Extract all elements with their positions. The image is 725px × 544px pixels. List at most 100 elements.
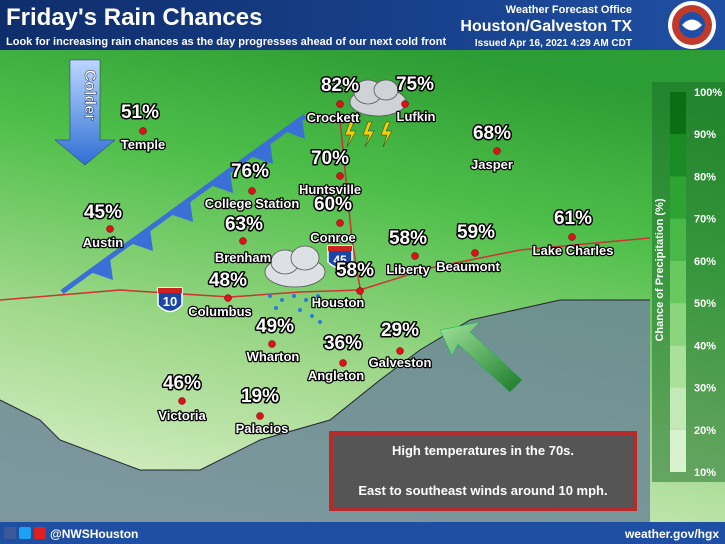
rain-chance: 75% [396, 74, 434, 95]
rain-chance: 76% [231, 161, 269, 182]
city-dot [178, 397, 186, 405]
city-name: Liberty [386, 262, 430, 277]
city-dot [239, 237, 247, 245]
rain-chance: 48% [209, 270, 247, 291]
city-name: Jasper [471, 157, 513, 172]
rain-cloud [264, 245, 326, 288]
rain-chance: 51% [121, 102, 159, 123]
city-name: Palacios [236, 421, 289, 436]
front-label: Colder [81, 70, 98, 121]
legend: 100% 90% 80% 70% 60% 50% 40% 30% 20% 10% [670, 87, 722, 479]
city-dot [396, 347, 404, 355]
wind-arrow [439, 321, 523, 393]
lightning [344, 121, 393, 148]
subtitle: Look for increasing rain chances as the … [6, 36, 446, 48]
city-name: Victoria [158, 408, 206, 423]
i10-shield: 10 [157, 287, 183, 313]
city-name: Beaumont [436, 259, 500, 274]
rain-chance: 70% [311, 148, 349, 169]
city-name: Angleton [308, 368, 364, 383]
city-name: Galveston [369, 355, 432, 370]
info-box [329, 431, 637, 511]
title: Friday's Rain Chances [6, 4, 262, 31]
city-dot [256, 412, 264, 420]
rain-chance: 45% [84, 202, 122, 223]
city-dot [248, 187, 256, 195]
rain-chance: 36% [324, 333, 362, 354]
city-name: Crockett [307, 110, 360, 125]
rain-chance: 68% [473, 123, 511, 144]
city-name: Brenham [215, 250, 271, 265]
city-name: Houston [312, 295, 365, 310]
rain-chance: 19% [241, 386, 279, 407]
legend-label: 100% [694, 87, 722, 99]
legend-label: 60% [694, 256, 716, 268]
city-dot [336, 219, 344, 227]
nws-logo [668, 1, 716, 49]
footer-url: weather.gov/hgx [624, 527, 719, 541]
rain-chance: 46% [163, 373, 201, 394]
city-name: Lake Charles [533, 243, 614, 258]
legend-label: 40% [694, 340, 716, 352]
city-dot [339, 359, 347, 367]
city-dot [568, 233, 576, 241]
raindrops [268, 294, 322, 324]
legend-swatch [670, 92, 686, 135]
storm-cloud [349, 79, 407, 117]
rain-chance: 82% [321, 75, 359, 96]
city-layer: 51% Temple 82% Crockett 75% Lufkin 68% Jasper 70… [82, 73, 615, 438]
legend-swatch [670, 260, 686, 304]
city-dot [268, 340, 276, 348]
colder-arrow [54, 59, 116, 166]
rain-chance: 61% [554, 208, 592, 229]
rain-chance: 49% [256, 316, 294, 337]
city-name: Wharton [247, 349, 300, 364]
coastline [0, 299, 650, 471]
city-name: Temple [121, 137, 166, 152]
city-dot [401, 100, 409, 108]
legend-swatch [670, 218, 686, 261]
rain-chance: 58% [336, 260, 374, 281]
city-dot [336, 100, 344, 108]
legend-label: 20% [694, 425, 716, 437]
location: Houston/Galveston TX [460, 18, 632, 35]
front-triangles [90, 119, 305, 280]
city-dot [493, 147, 501, 155]
rain-chance: 60% [314, 194, 352, 215]
info-line: High temperatures in the 70s. [392, 443, 574, 458]
legend-label: 80% [694, 171, 716, 183]
interstate-45 [339, 119, 363, 301]
legend-swatch [670, 176, 686, 219]
city-dot [471, 249, 479, 257]
city-name: Columbus [188, 304, 252, 319]
rain-chance: 63% [225, 214, 263, 235]
legend-swatch [670, 134, 686, 177]
rain-chance: 58% [389, 228, 427, 249]
legend-swatch [670, 303, 686, 346]
legend-label: 50% [694, 298, 716, 310]
legend-label: 70% [694, 214, 716, 226]
city-dot [224, 294, 232, 302]
city-dot [356, 287, 364, 295]
legend-swatch [670, 387, 686, 430]
info-line: East to southeast winds around 10 mph. [358, 483, 607, 498]
legend-label: 30% [694, 383, 716, 395]
legend-swatch [670, 429, 686, 472]
highway-label: 45 [333, 253, 347, 267]
city-name: Austin [83, 235, 124, 250]
legend-title: Chance of Precipitation (%) [654, 198, 666, 341]
interstate-10 [0, 237, 651, 301]
city-dot [336, 172, 344, 180]
city-name: College Station [205, 196, 300, 211]
city-dot [411, 252, 419, 260]
legend-panel [652, 82, 725, 482]
issued: Issued Apr 16, 2021 4:29 AM CDT [475, 38, 632, 49]
legend-swatch [670, 345, 686, 388]
legend-label: 10% [694, 467, 716, 479]
rain-chance: 29% [381, 320, 419, 341]
city-name: Lufkin [397, 109, 436, 124]
social-icons [4, 527, 46, 539]
header-bar [0, 0, 725, 50]
